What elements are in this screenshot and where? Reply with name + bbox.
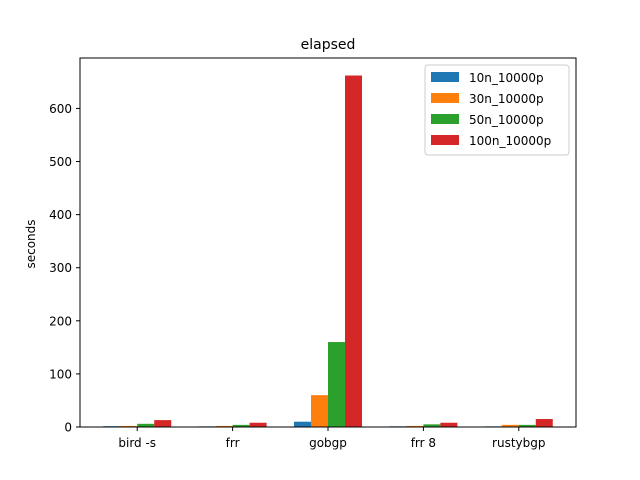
legend-label: 100n_10000p xyxy=(469,134,551,148)
legend-swatch xyxy=(431,93,459,103)
x-tick-label: gobgp xyxy=(309,436,347,450)
x-tick-label: bird -s xyxy=(118,436,156,450)
bar-30n_10000p-frr xyxy=(215,425,233,427)
legend-box xyxy=(424,64,570,156)
y-tick-label: 500 xyxy=(49,155,72,169)
y-tick-label: 100 xyxy=(49,367,72,381)
legend-label: 50n_10000p xyxy=(469,113,544,127)
bar-30n_10000p-gobgp xyxy=(311,395,328,427)
x-tick-label: rustybgp xyxy=(492,436,545,450)
bar-10n_10000p-gobgp xyxy=(294,421,311,427)
y-ticks-group: 0 100 200 300 400 500 600 xyxy=(49,102,80,435)
bars-group xyxy=(103,75,553,427)
legend-label: 30n_10000p xyxy=(469,92,544,106)
x-tick-label: frr 8 xyxy=(411,436,436,450)
legend: 10n_10000p 30n_10000p 50n_10000p 100n_10000… xyxy=(424,64,570,156)
bar-50n_10000p-frr-8 xyxy=(423,424,441,427)
bar-30n_10000p-rustybgp xyxy=(501,424,519,427)
y-tick-label: 200 xyxy=(49,314,72,328)
bar-50n_10000p-rustybgp xyxy=(518,424,536,427)
chart-title: elapsed xyxy=(301,37,356,53)
y-tick-label: 300 xyxy=(49,261,72,275)
bar-30n_10000p-frr-8 xyxy=(406,425,424,427)
y-tick-label: 600 xyxy=(49,102,72,116)
plot-frame xyxy=(79,57,577,428)
bar-100n_10000p-rustybgp xyxy=(535,419,553,427)
bar-30n_10000p-bird--s xyxy=(120,425,138,427)
bar-50n_10000p-gobgp xyxy=(328,342,345,427)
legend-swatch xyxy=(431,72,459,82)
bar-100n_10000p-bird--s xyxy=(154,420,172,427)
y-axis-label: seconds xyxy=(24,219,38,268)
bar-100n_10000p-gobgp xyxy=(345,75,362,427)
bar-50n_10000p-frr xyxy=(232,424,250,427)
y-tick-label: 400 xyxy=(49,208,72,222)
x-ticks-group: bird -s frr gobgp frr 8 rustybgp xyxy=(118,427,545,450)
legend-label: 10n_10000p xyxy=(469,71,544,85)
y-tick-label: 0 xyxy=(64,421,72,435)
bar-50n_10000p-bird--s xyxy=(137,423,155,427)
legend-swatch xyxy=(431,135,459,145)
bar-100n_10000p-frr-8 xyxy=(440,422,458,427)
x-tick-label: frr xyxy=(226,436,240,450)
bar-100n_10000p-frr xyxy=(249,422,267,427)
legend-swatch xyxy=(431,114,459,124)
